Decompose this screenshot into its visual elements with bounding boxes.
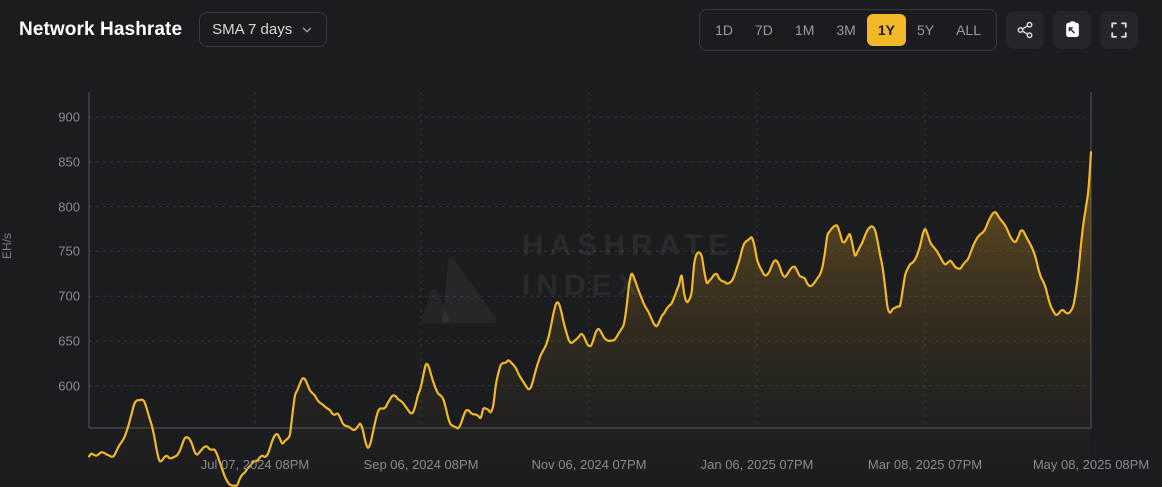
svg-text:HASHRATE: HASHRATE [522,229,734,262]
svg-text:INDEX: INDEX [522,269,644,302]
